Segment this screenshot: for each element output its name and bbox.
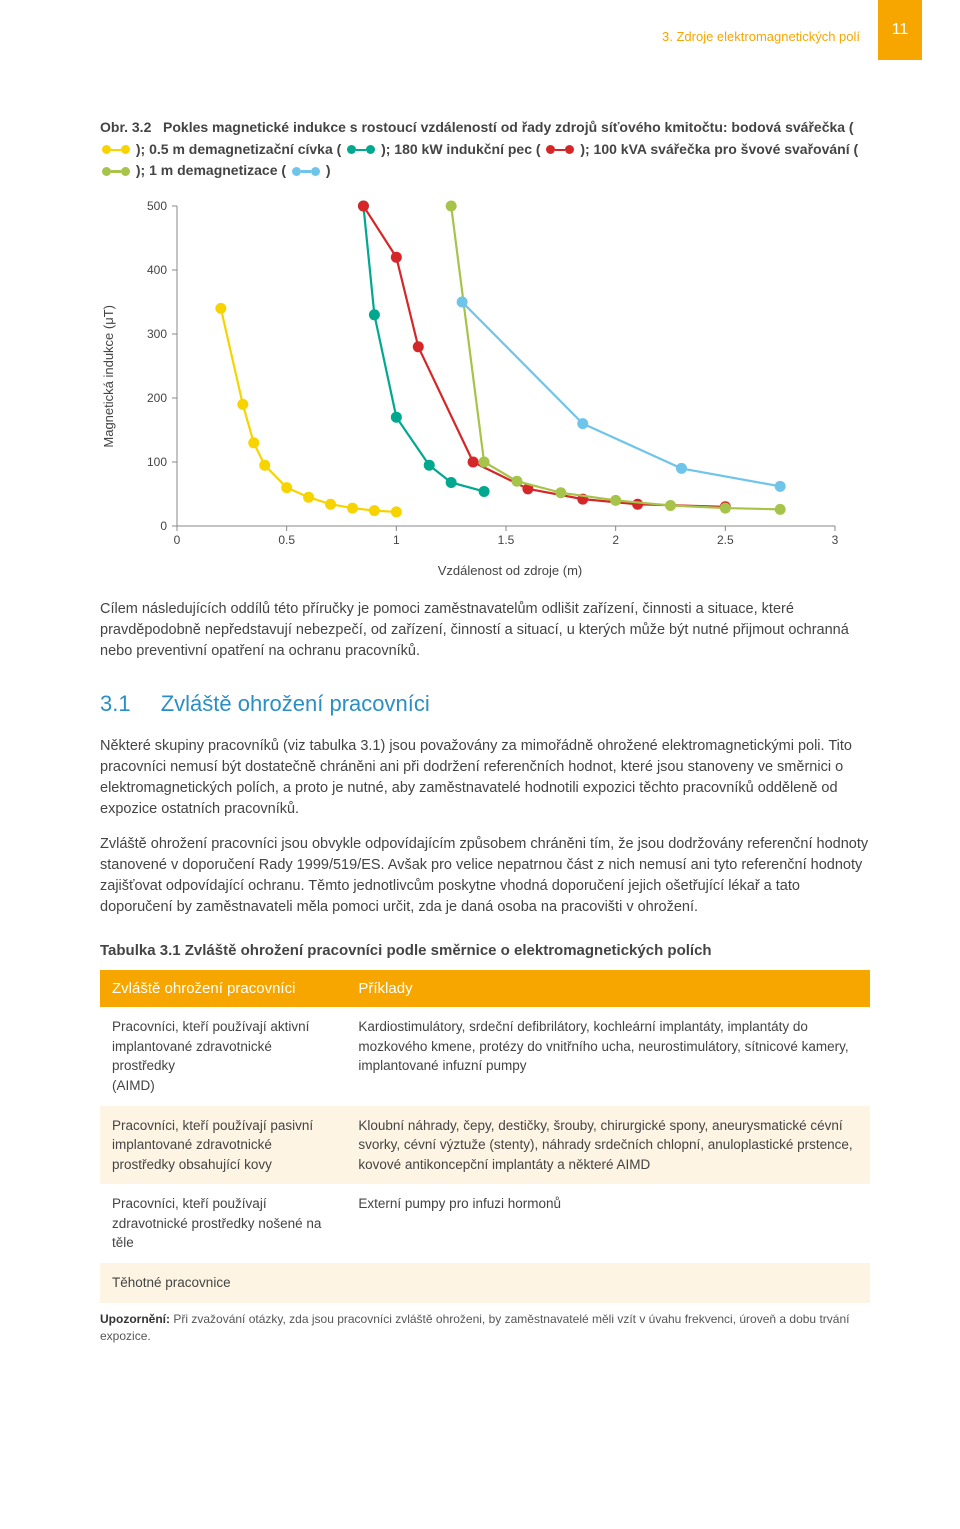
table-cell-category: Těhotné pracovnice: [100, 1263, 346, 1303]
figure-caption: Obr. 3.2 Pokles magnetické indukce s ros…: [100, 117, 870, 182]
svg-text:500: 500: [147, 199, 167, 213]
table-row: Pracovníci, kteří používají pasivní impl…: [100, 1106, 870, 1185]
table-cell-category: Pracovníci, kteří používají pasivní impl…: [100, 1106, 346, 1185]
svg-text:2: 2: [612, 533, 619, 547]
svg-text:200: 200: [147, 391, 167, 405]
note-text: Při zvažování otázky, zda jsou pracovníc…: [100, 1312, 849, 1343]
caption-text-5: ); 1 m demagnetizace (: [136, 162, 286, 178]
table-header-1: Zvláště ohrožení pracovníci: [100, 970, 346, 1008]
svg-text:0.5: 0.5: [278, 533, 295, 547]
caption-text-3: ); 180 kW indukční pec (: [381, 141, 540, 157]
legend-marker-green: [102, 167, 130, 176]
caption-end: ): [326, 162, 331, 178]
caption-text-4: ); 100 kVA svářečka pro švové svařování …: [580, 141, 858, 157]
svg-text:2.5: 2.5: [717, 533, 734, 547]
page-content: Obr. 3.2 Pokles magnetické indukce s ros…: [0, 117, 960, 1375]
svg-text:300: 300: [147, 327, 167, 341]
page-number: 11: [892, 18, 909, 41]
table-cell-examples: Externí pumpy pro infuzi hormonů: [346, 1184, 870, 1263]
table-title: Tabulka 3.1 Zvláště ohrožení pracovníci …: [100, 940, 870, 962]
caption-text-2: ); 0.5 m demagnetizační cívka (: [136, 141, 341, 157]
chart-ylabel: Magnetická indukce (μT): [100, 305, 119, 448]
section-title: Zvláště ohrožení pracovníci: [161, 691, 430, 716]
legend-marker-lightblue: [292, 167, 320, 176]
svg-text:1.5: 1.5: [498, 533, 515, 547]
paragraph-2: Některé skupiny pracovníků (viz tabulka …: [100, 736, 870, 820]
warning-note: Upozornění: Při zvažování otázky, zda js…: [100, 1311, 870, 1346]
magnetic-induction-chart: 0 100 200 300 400 500 0 0.5 1 1.5 2 2.5 3: [125, 196, 845, 556]
svg-text:0: 0: [174, 533, 181, 547]
legend-marker-red: [546, 145, 574, 154]
risk-workers-table: Zvláště ohrožení pracovníci Příklady Pra…: [100, 970, 870, 1303]
table-cell-category: Pracovníci, kteří používají aktivní impl…: [100, 1007, 346, 1105]
section-heading: 3.1 Zvláště ohrožení pracovníci: [100, 688, 870, 720]
section-number: 3.1: [100, 691, 131, 716]
caption-text-1: Pokles magnetické indukce s rostoucí vzd…: [163, 119, 854, 135]
legend-marker-yellow: [102, 145, 130, 154]
table-cell-category: Pracovníci, kteří používají zdravotnické…: [100, 1184, 346, 1263]
page-number-box: 11: [878, 0, 922, 60]
svg-text:1: 1: [393, 533, 400, 547]
table-header-2: Příklady: [346, 970, 870, 1008]
note-label: Upozornění:: [100, 1312, 170, 1326]
chart-wrap: Magnetická indukce (μT) 0 100 200 300 400 500…: [100, 196, 870, 556]
table-cell-examples: [346, 1263, 870, 1303]
table-row: Pracovníci, kteří používají zdravotnické…: [100, 1184, 870, 1263]
table-cell-examples: Kardiostimulátory, srdeční defibrilátory…: [346, 1007, 870, 1105]
header-section-label: 3. Zdroje elektromagnetických polí: [0, 28, 860, 47]
legend-marker-teal: [347, 145, 375, 154]
paragraph-intro: Cílem následujících oddílů této příručky…: [100, 599, 870, 662]
table-row: Těhotné pracovnice: [100, 1263, 870, 1303]
svg-text:100: 100: [147, 455, 167, 469]
paragraph-3: Zvláště ohrožení pracovníci jsou obvykle…: [100, 834, 870, 918]
figure-number: Obr. 3.2: [100, 119, 151, 135]
table-row: Pracovníci, kteří používají aktivní impl…: [100, 1007, 870, 1105]
chart-xlabel: Vzdálenost od zdroje (m): [150, 562, 870, 581]
svg-text:3: 3: [832, 533, 839, 547]
table-cell-examples: Kloubní náhrady, čepy, destičky, šrouby,…: [346, 1106, 870, 1185]
svg-text:0: 0: [160, 519, 167, 533]
svg-text:400: 400: [147, 263, 167, 277]
